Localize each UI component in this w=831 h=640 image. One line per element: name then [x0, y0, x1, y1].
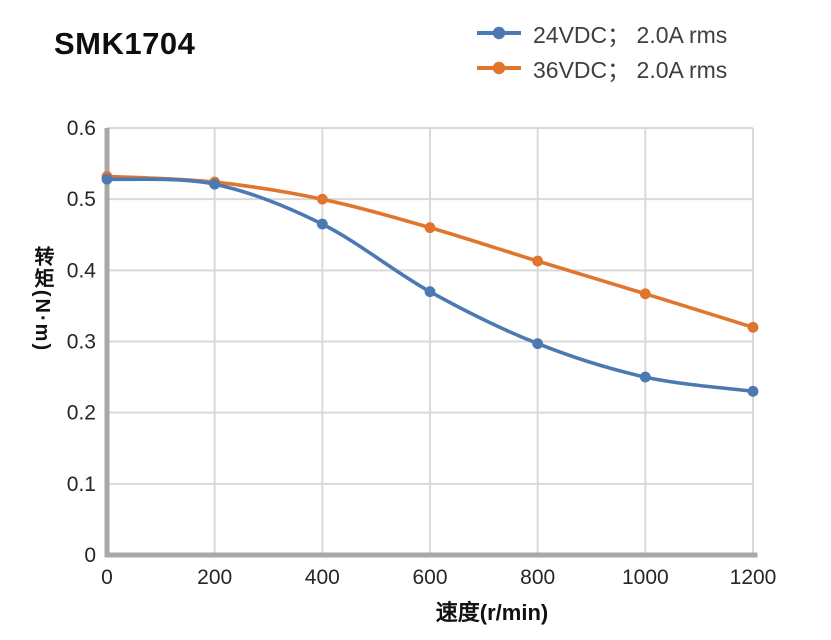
y-tick-label: 0.4 — [67, 259, 97, 282]
data-point-24vdc — [532, 338, 544, 350]
data-point-36vdc — [424, 222, 436, 234]
data-point-36vdc — [316, 193, 328, 205]
x-tick-label: 400 — [305, 566, 340, 589]
y-tick-label: 0.1 — [67, 473, 96, 496]
data-point-24vdc — [209, 178, 221, 190]
y-tick-label: 0.5 — [67, 188, 96, 211]
x-axis-label: 速度(r/min) — [435, 600, 549, 625]
y-tick-label: 0 — [84, 544, 96, 567]
data-point-24vdc — [639, 371, 651, 383]
legend-item-36vdc: 36VDC； 2.0A rms — [476, 55, 727, 83]
chart-title: SMK1704 — [54, 26, 196, 61]
x-tick-label: 1200 — [730, 566, 777, 589]
y-tick-label: 0.2 — [67, 402, 96, 425]
y-axis-line — [104, 128, 110, 558]
legend-label-24vdc: 24VDC； 2.0A rms — [533, 22, 728, 48]
x-tick-label: 1000 — [622, 566, 669, 589]
x-tick-label: 800 — [520, 566, 555, 589]
data-point-36vdc — [532, 255, 544, 267]
y-tick-label: 0.3 — [67, 331, 96, 354]
x-tick-label: 0 — [101, 566, 113, 589]
x-tick-label: 200 — [197, 566, 232, 589]
x-axis-line — [104, 552, 758, 558]
legend-marker-24vdc-icon — [477, 26, 521, 40]
legend-item-24vdc: 24VDC； 2.0A rms — [476, 20, 727, 48]
legend-marker-36vdc-icon — [477, 61, 521, 75]
legend-label-36vdc: 36VDC； 2.0A rms — [533, 57, 728, 83]
y-tick-label: 0.6 — [67, 117, 96, 140]
data-point-36vdc — [639, 288, 651, 300]
data-point-24vdc — [101, 173, 113, 185]
data-point-24vdc — [424, 286, 436, 298]
y-axis-label: 转矩(N·m) — [31, 245, 53, 353]
data-point-36vdc — [747, 321, 759, 333]
legend: 24VDC； 2.0A rms 36VDC； 2.0A rms — [476, 20, 727, 83]
data-point-24vdc — [316, 218, 328, 230]
data-point-24vdc — [747, 385, 759, 397]
x-tick-label: 600 — [412, 566, 447, 589]
